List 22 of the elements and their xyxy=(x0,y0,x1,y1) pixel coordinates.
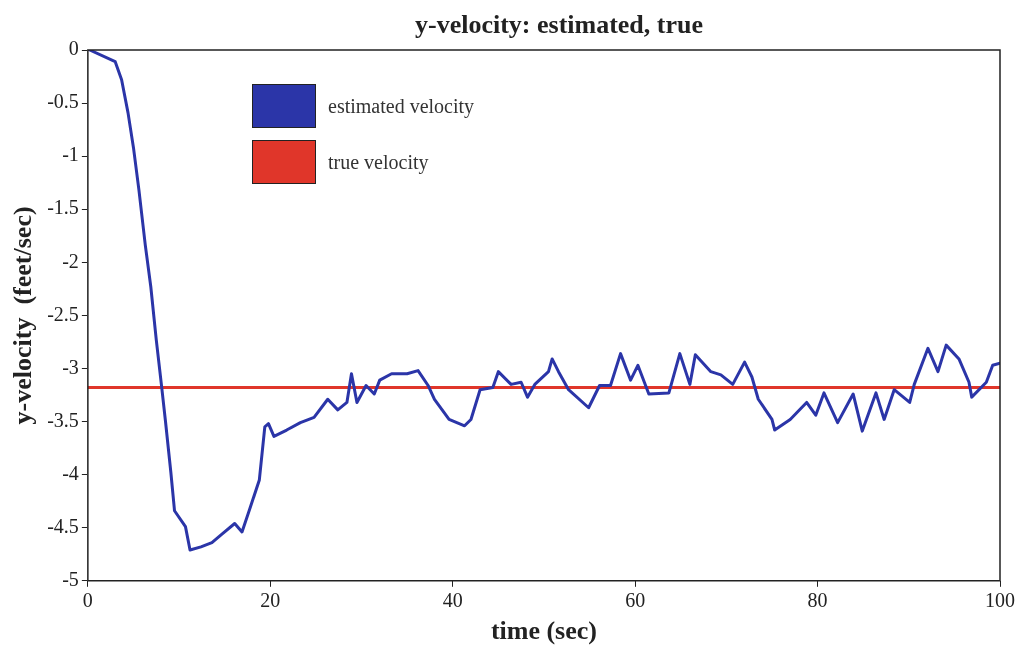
y-tick-label: -3.5 xyxy=(47,408,79,431)
x-tick-label: 80 xyxy=(807,589,828,612)
y-tick-label: -1.5 xyxy=(47,196,79,219)
y-tick-label: -3 xyxy=(62,355,79,378)
chart-title: y-velocity: estimated, true xyxy=(413,10,705,40)
legend-label: estimated velocity xyxy=(328,94,475,118)
x-tick-label: 100 xyxy=(985,589,1015,612)
x-tick-label: 20 xyxy=(260,589,281,612)
y-tick-label: -5 xyxy=(62,568,79,591)
x-tick-label: 40 xyxy=(442,589,463,612)
y-tick-label: -1 xyxy=(62,143,79,166)
x-tick-label: 60 xyxy=(625,589,646,612)
y-axis-title: y-velocity (feet/sec) xyxy=(8,206,38,425)
x-axis-title: time (sec) xyxy=(490,616,597,646)
x-tick-label: 0 xyxy=(82,589,93,612)
y-tick-label: -0.5 xyxy=(47,90,79,113)
y-tick-label: -2.5 xyxy=(47,302,79,325)
y-tick-label: -4 xyxy=(62,461,79,484)
y-tick-label: -2 xyxy=(62,249,79,272)
y-tick-label: -4.5 xyxy=(47,514,79,537)
y-tick-label: 0 xyxy=(68,37,79,60)
legend-label: true velocity xyxy=(328,150,429,174)
